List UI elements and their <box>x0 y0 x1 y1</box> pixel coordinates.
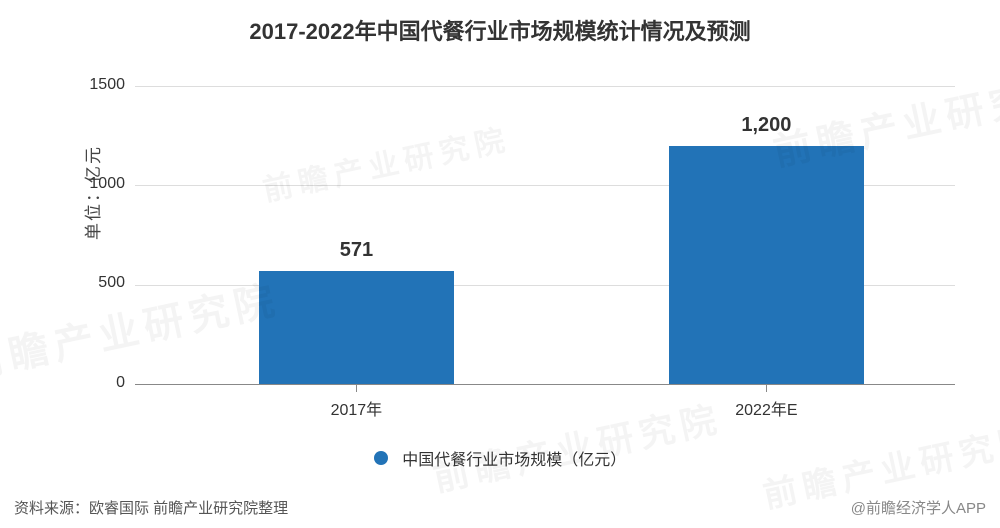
bar <box>669 146 864 384</box>
legend-label: 中国代餐行业市场规模（亿元） <box>402 452 626 469</box>
y-tick-label: 1500 <box>89 76 125 94</box>
legend: 中国代餐行业市场规模（亿元） <box>0 446 1000 470</box>
y-tick-label: 500 <box>98 274 125 292</box>
bar-value-label: 1,200 <box>741 114 791 137</box>
chart-title: 2017-2022年中国代餐行业市场规模统计情况及预测 <box>0 14 1000 46</box>
brand-text: @前瞻经济学人APP <box>851 497 986 518</box>
y-tick-label: 0 <box>116 374 125 392</box>
x-tick <box>356 384 357 392</box>
y-tick-label: 1000 <box>89 175 125 193</box>
legend-marker <box>374 451 388 465</box>
bar <box>259 271 454 384</box>
x-tick-label: 2022年E <box>735 396 797 420</box>
bar-value-label: 571 <box>340 239 373 262</box>
x-tick-label: 2017年 <box>331 396 383 420</box>
plot-area <box>135 86 955 384</box>
x-axis-baseline <box>135 384 955 385</box>
source-text: 资料来源：欧睿国际 前瞻产业研究院整理 <box>14 497 288 518</box>
x-tick <box>766 384 767 392</box>
